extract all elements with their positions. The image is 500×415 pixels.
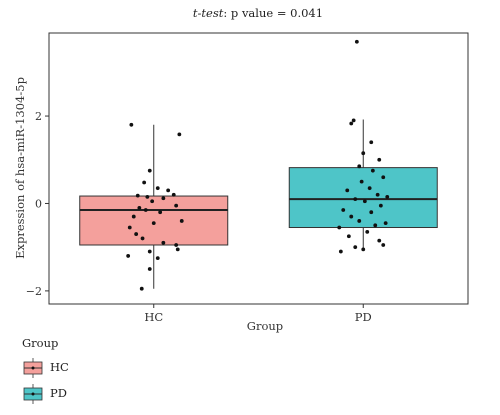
data-point-hc <box>135 193 140 198</box>
data-point-hc <box>147 267 152 271</box>
data-point-hc <box>126 254 131 258</box>
data-point-pd <box>357 164 362 169</box>
data-point-hc <box>151 221 156 226</box>
data-point-hc <box>166 188 171 193</box>
data-point-pd <box>381 243 386 247</box>
data-point-pd <box>383 221 388 226</box>
data-point-pd <box>367 186 372 191</box>
data-point-pd <box>375 192 380 197</box>
data-point-hc <box>143 208 148 212</box>
data-point-pd <box>361 247 366 252</box>
data-point-hc <box>155 256 160 261</box>
chart-title: t-test: p value = 0.041 <box>48 6 468 20</box>
data-point-hc <box>174 243 179 247</box>
data-point-pd <box>377 238 382 243</box>
data-point-pd <box>359 179 364 184</box>
data-point-pd <box>385 195 390 199</box>
data-point-hc <box>177 132 182 137</box>
data-point-hc <box>175 247 180 252</box>
data-point-hc <box>158 210 163 215</box>
legend-title: Group <box>22 336 59 350</box>
legend-label-pd: PD <box>50 386 67 400</box>
data-point-pd <box>378 203 383 208</box>
legend-label-hc: HC <box>50 360 69 374</box>
data-point-hc <box>127 225 132 230</box>
boxes-layer <box>79 119 438 289</box>
data-point-pd <box>351 118 356 123</box>
data-point-pd <box>341 208 346 212</box>
data-point-hc <box>171 192 176 197</box>
data-point-pd <box>353 197 358 201</box>
data-point-pd <box>370 168 375 173</box>
data-point-pd <box>362 199 367 204</box>
data-point-pd <box>369 210 374 215</box>
y-tick-label: 2 <box>35 110 42 123</box>
legend: Group HC PD <box>18 336 138 408</box>
data-point-hc <box>147 168 152 173</box>
y-tick-label: 0 <box>35 197 42 210</box>
data-point-pd <box>377 157 382 162</box>
box-hc <box>79 195 229 246</box>
legend-key-hc <box>23 358 43 378</box>
axes-layer: −2 0 2 HC PD <box>26 110 372 324</box>
data-point-pd <box>353 245 358 250</box>
data-point-hc <box>145 195 150 199</box>
plot-panel <box>48 32 469 305</box>
data-point-hc <box>179 219 184 223</box>
data-point-pd <box>381 175 386 180</box>
data-point-pd <box>346 234 351 239</box>
title-test-name: t-test <box>192 6 224 20</box>
data-point-hc <box>155 186 160 191</box>
x-tick-label: PD <box>355 310 372 324</box>
data-point-pd <box>337 225 342 230</box>
data-point-pd <box>369 140 374 145</box>
box-pd <box>288 167 438 229</box>
data-point-pd <box>365 229 370 234</box>
data-point-hc <box>147 249 152 254</box>
data-point-pd <box>361 151 366 156</box>
data-point-hc <box>142 180 147 185</box>
data-point-hc <box>161 196 166 201</box>
data-point-pd <box>373 223 378 228</box>
data-point-pd <box>349 214 354 219</box>
data-point-hc <box>174 203 179 208</box>
y-tick-label: −2 <box>26 285 42 298</box>
data-point-pd <box>338 249 343 254</box>
data-point-pd <box>345 188 350 193</box>
data-point-pd <box>354 39 359 44</box>
legend-key-pd <box>23 384 43 404</box>
title-p-value: : p value = 0.041 <box>223 6 324 20</box>
points-layer <box>126 39 390 291</box>
data-point-hc <box>129 122 134 127</box>
data-point-hc <box>134 232 139 236</box>
data-point-hc <box>150 199 155 204</box>
data-point-hc <box>161 240 166 245</box>
data-point-pd <box>349 121 354 126</box>
data-point-pd <box>357 219 362 223</box>
data-point-hc <box>140 236 145 241</box>
data-point-hc <box>137 205 142 210</box>
x-axis-title: Group <box>247 319 283 333</box>
y-axis-title: Expression of hsa-miR-1304-5p <box>13 77 27 259</box>
data-point-hc <box>131 214 136 219</box>
data-point-hc <box>139 286 144 291</box>
x-tick-label: HC <box>144 310 163 324</box>
